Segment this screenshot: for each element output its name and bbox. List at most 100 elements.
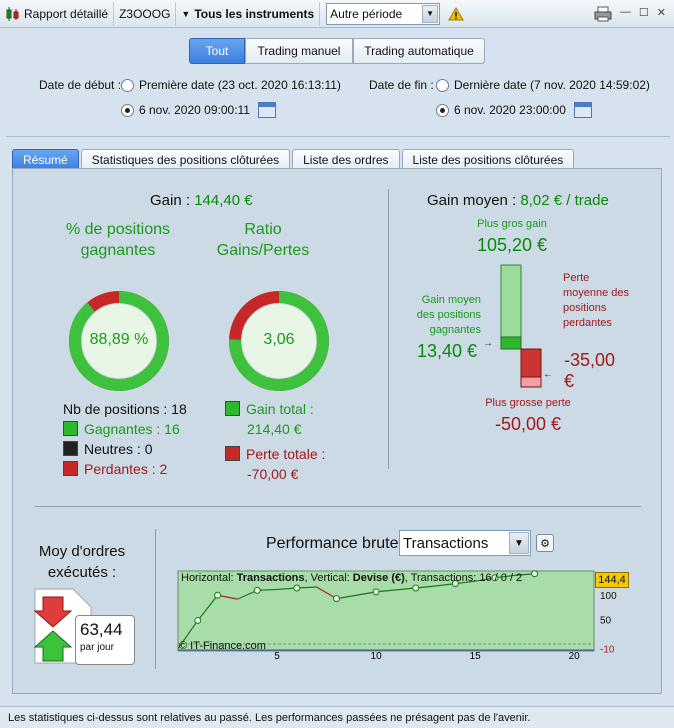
- x-tick-label: 15: [470, 651, 482, 659]
- account-label[interactable]: Z3OOOG: [114, 1, 177, 26]
- loss-total-row: Perte totale :: [225, 444, 325, 464]
- start-custom-date: 6 nov. 2020 09:00:11: [139, 103, 250, 117]
- tab-closed-positions-list[interactable]: Liste des positions clôturées: [401, 149, 575, 169]
- tab-summary[interactable]: Résumé: [12, 149, 79, 169]
- best-gain-label: Plus gros gain: [477, 218, 547, 230]
- ratio-title: Ratio Gains/Pertes: [216, 221, 310, 259]
- y-tick-label: 50: [600, 615, 612, 626]
- avg-loss-label: Perte moyenne des positions perdantes: [563, 272, 630, 329]
- worst-loss-value: -50,00 €: [494, 414, 562, 434]
- neutral-row: Neutres : 0: [63, 439, 187, 459]
- end-date-label: Date de fin :: [369, 78, 434, 92]
- y-tick-label: -10: [600, 645, 615, 656]
- avg-win-label: Gain moyen des positions gagnantes: [416, 294, 481, 336]
- win-rate-value: 88,89 %: [89, 331, 149, 348]
- worst-loss-label: Plus grosse perte: [485, 397, 571, 409]
- win-rate-donut: [69, 291, 169, 391]
- worst-loss-bar: [520, 376, 542, 388]
- perf-select[interactable]: Transactions ▼: [399, 530, 531, 556]
- start-custom-radio[interactable]: [121, 103, 134, 117]
- x-tick-label: 10: [371, 651, 383, 659]
- start-date-label: Date de début :: [39, 78, 122, 92]
- y-tick-label: 100: [600, 591, 617, 602]
- close-icon[interactable]: ✕: [656, 7, 666, 19]
- donut-win-arc: [229, 291, 329, 391]
- minimize-icon[interactable]: —: [619, 6, 631, 18]
- data-point: [451, 580, 459, 588]
- data-point: [194, 616, 202, 624]
- orders-unit: par jour: [80, 642, 114, 653]
- trading-mode-selector: Tout Trading manuel Trading automatique: [189, 38, 485, 64]
- avg-gain-row: Gain moyen : 8,02 € / trade: [427, 192, 609, 209]
- best-gain-bar: [500, 264, 522, 338]
- window-controls: — ☐ ✕: [594, 6, 666, 22]
- detailed-report-button[interactable]: Rapport détaillé: [0, 1, 115, 26]
- donut-win-arc: [69, 291, 169, 391]
- losers-count: Perdantes : 2: [84, 461, 168, 477]
- period-select[interactable]: Autre période ▼: [326, 2, 441, 25]
- end-last-radio[interactable]: [436, 78, 449, 92]
- data-point: [412, 584, 420, 592]
- current-value-badge: 144,4: [595, 572, 629, 588]
- orders-value-box: 63,44 par jour: [75, 615, 135, 665]
- chart-legend: Horizontal: Transactions, Vertical: Devi…: [181, 572, 522, 584]
- vertical-divider-2: [155, 529, 156, 669]
- end-custom-radio[interactable]: [436, 103, 449, 117]
- positions-count: Nb de positions : 18: [63, 401, 187, 417]
- winners-count: Gagnantes : 16: [84, 421, 180, 437]
- tab-bar: Résumé Statistiques des positions clôtur…: [12, 149, 575, 169]
- series-segment: [177, 620, 199, 649]
- gain-loss-bars: [500, 264, 542, 388]
- legend-horizontal: Transactions: [236, 572, 305, 584]
- tab-orders-list[interactable]: Liste des ordres: [292, 149, 400, 169]
- start-first-radio[interactable]: [121, 78, 134, 92]
- winners-swatch: [63, 421, 78, 436]
- end-last-option[interactable]: Dernière date (7 nov. 2020 14:59:02): [436, 78, 650, 92]
- instruments-label: Tous les instruments: [194, 6, 315, 21]
- gain-total-value: 214,40 €: [247, 421, 302, 437]
- arrow-left-icon: ←: [543, 369, 553, 380]
- gain-value: 144,40 €: [194, 192, 253, 209]
- data-point: [293, 584, 301, 592]
- end-custom-option[interactable]: 6 nov. 2020 23:00:00: [436, 102, 592, 118]
- maximize-icon[interactable]: ☐: [638, 7, 649, 19]
- report-label: Rapport détaillé: [24, 6, 109, 21]
- mode-auto-button[interactable]: Trading automatique: [353, 38, 485, 64]
- calendar-icon[interactable]: [257, 102, 276, 118]
- horizontal-divider: [35, 506, 641, 507]
- mode-all-button[interactable]: Tout: [189, 38, 245, 64]
- neutral-count: Neutres : 0: [84, 441, 153, 457]
- avg-loss-bar: [520, 348, 542, 378]
- perf-select-value: Transactions: [403, 534, 489, 552]
- losers-row: Perdantes : 2: [63, 459, 187, 479]
- chevron-down-icon: ▼: [509, 532, 529, 554]
- tab-closed-positions-stats[interactable]: Statistiques des positions clôturées: [80, 149, 291, 169]
- ratio-donut: [229, 291, 329, 391]
- gain-total-swatch: [225, 401, 240, 416]
- start-first-option[interactable]: Première date (23 oct. 2020 16:13:11): [121, 78, 341, 92]
- orders-value: 63,44: [80, 620, 123, 639]
- x-tick-label: 20: [569, 651, 581, 659]
- print-icon[interactable]: [594, 6, 612, 22]
- instruments-dropdown[interactable]: ▼ Tous les instruments: [176, 1, 321, 26]
- mode-manual-button[interactable]: Trading manuel: [245, 38, 353, 64]
- data-point: [372, 588, 380, 596]
- avg-loss-value: -35,00 €: [564, 350, 616, 391]
- series-segment: [197, 594, 219, 621]
- series-segment: [316, 586, 337, 600]
- start-custom-option[interactable]: 6 nov. 2020 09:00:11: [121, 102, 276, 118]
- calendar-icon[interactable]: [573, 102, 592, 118]
- warning-icon[interactable]: [448, 6, 465, 21]
- toolbar: Rapport détaillé Z3OOOG ▼ Tous les instr…: [0, 0, 674, 28]
- data-point: [531, 570, 539, 578]
- start-first-label: Première date (23 oct. 2020 16:13:11): [139, 78, 341, 92]
- data-point: [332, 595, 340, 603]
- series-segment: [237, 589, 258, 600]
- candlestick-icon: [6, 6, 19, 21]
- donut-center: [82, 304, 156, 378]
- data-point: [214, 591, 222, 599]
- wrench-icon[interactable]: ⚙: [536, 534, 554, 552]
- legend-pre: Horizontal:: [181, 572, 237, 584]
- gain-label: Gain :: [150, 192, 191, 209]
